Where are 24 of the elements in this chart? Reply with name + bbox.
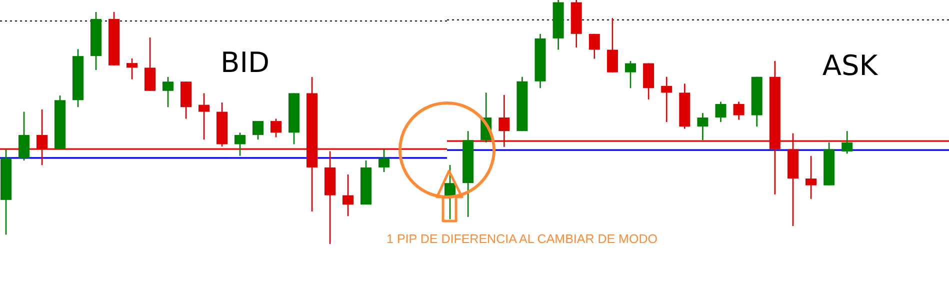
text: BID [220,46,270,79]
candlestick [842,130,853,154]
candlestick [378,148,390,173]
text: ASK [822,49,878,82]
candlestick [625,60,636,89]
candlestick [342,174,354,217]
candlestick [498,94,510,148]
candlestick [18,111,30,162]
candlestick [588,33,600,60]
candlestick [144,36,156,92]
candlestick [715,101,726,123]
candlestick [234,132,246,156]
candlestick [806,155,816,200]
candlestick [162,76,174,108]
candlestick [252,120,264,140]
candlestick [126,58,138,80]
annotation: 1 PIP DE DIFERENCIA AL CAMBIAR DE MODO [386,232,658,246]
candlestick [697,112,708,141]
candlestick [733,101,744,120]
candlestick [198,92,210,140]
candlestick [606,17,618,73]
candlestick [36,108,48,166]
candlestick [661,76,672,123]
candlestick [270,118,282,138]
